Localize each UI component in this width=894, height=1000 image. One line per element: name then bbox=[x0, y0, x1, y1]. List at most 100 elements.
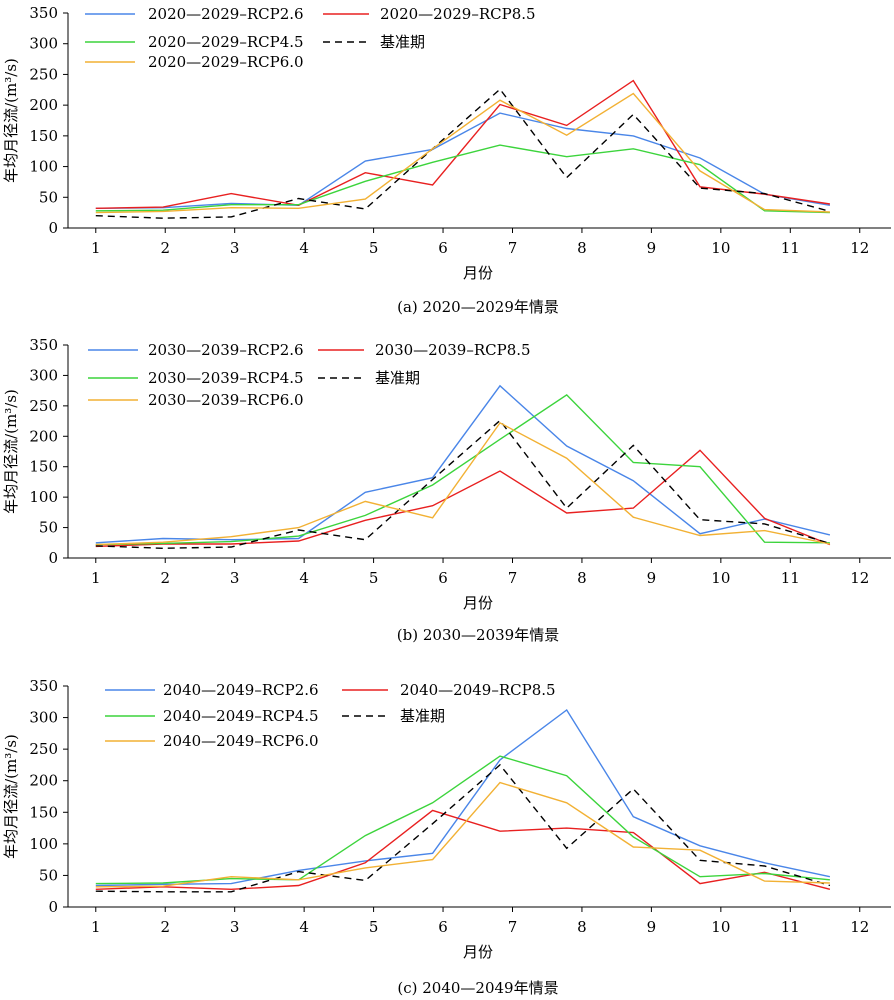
x-tick-label: 11 bbox=[781, 918, 800, 936]
x-tick-label: 3 bbox=[230, 569, 240, 587]
x-tick-label: 6 bbox=[438, 918, 448, 936]
x-tick-label: 9 bbox=[647, 239, 657, 257]
series-line-4 bbox=[95, 419, 831, 550]
legend-label: 2040—2049–RCP2.6 bbox=[163, 681, 319, 699]
y-tick-label: 200 bbox=[29, 772, 58, 790]
x-tick-label: 7 bbox=[508, 918, 518, 936]
x-tick-label: 9 bbox=[647, 918, 657, 936]
x-tick-label: 3 bbox=[230, 918, 240, 936]
x-tick-label: 6 bbox=[438, 239, 448, 257]
x-axis-label: 月份 bbox=[463, 594, 493, 612]
y-tick-label: 100 bbox=[29, 488, 58, 506]
x-tick-label: 8 bbox=[577, 918, 587, 936]
y-tick-label: 300 bbox=[29, 366, 58, 384]
series-line-5 bbox=[95, 92, 830, 214]
x-tick-label: 12 bbox=[850, 569, 869, 587]
series-line-5 bbox=[95, 781, 830, 888]
y-tick-label: 50 bbox=[39, 188, 58, 206]
y-tick-label: 50 bbox=[39, 866, 58, 884]
y-tick-label: 250 bbox=[29, 740, 58, 758]
x-tick-label: 9 bbox=[647, 569, 657, 587]
x-tick-label: 2 bbox=[160, 569, 170, 587]
x-axis-label: 月份 bbox=[463, 264, 493, 282]
series-line-1 bbox=[95, 112, 831, 209]
x-tick-label: 7 bbox=[508, 569, 518, 587]
x-tick-label: 12 bbox=[850, 918, 869, 936]
series-line-1 bbox=[95, 384, 831, 544]
x-axis-label: 月份 bbox=[463, 943, 493, 961]
legend: 2020—2029–RCP2.6 2020—2029–RCP8.5 2020—202… bbox=[85, 5, 536, 71]
x-tick-label: 1 bbox=[91, 239, 101, 257]
series-line-2 bbox=[95, 79, 831, 209]
y-tick-label: 0 bbox=[48, 898, 58, 916]
legend-label: 2040—2049–RCP8.5 bbox=[400, 681, 556, 699]
legend-label: 2020—2029–RCP2.6 bbox=[148, 5, 304, 23]
x-tick-label: 8 bbox=[577, 239, 587, 257]
y-tick-label: 350 bbox=[29, 4, 58, 22]
legend-label: 2030—2039–RCP2.6 bbox=[148, 341, 304, 359]
legend: 2040—2049–RCP2.6 2040—2049–RCP8.5 2040—204… bbox=[105, 681, 556, 750]
y-tick-label: 0 bbox=[48, 549, 58, 567]
y-tick-label: 100 bbox=[29, 158, 58, 176]
y-axis-label: 年均月径流/(m³/s) bbox=[2, 389, 20, 514]
x-tick-label: 10 bbox=[711, 239, 730, 257]
y-tick-label: 300 bbox=[29, 709, 58, 727]
y-tick-label: 150 bbox=[29, 803, 58, 821]
y-tick-label: 0 bbox=[48, 219, 58, 237]
y-axis-label: 年均月径流/(m³/s) bbox=[2, 58, 20, 183]
legend-label: 2020—2029–RCP8.5 bbox=[380, 5, 536, 23]
x-tick-label: 5 bbox=[369, 239, 379, 257]
x-tick-label: 11 bbox=[781, 239, 800, 257]
legend-label: 2020—2029–RCP4.5 bbox=[148, 33, 304, 51]
series-line-1 bbox=[95, 708, 831, 887]
y-tick-label: 100 bbox=[29, 835, 58, 853]
x-tick-label: 5 bbox=[369, 569, 379, 587]
series-line-2 bbox=[95, 809, 831, 891]
series-line-4 bbox=[95, 763, 831, 893]
x-tick-label: 4 bbox=[299, 569, 309, 587]
y-tick-label: 250 bbox=[29, 397, 58, 415]
x-tick-label: 4 bbox=[299, 239, 309, 257]
x-tick-label: 1 bbox=[91, 918, 101, 936]
y-tick-label: 350 bbox=[29, 677, 58, 695]
series-line-2 bbox=[95, 449, 831, 548]
x-tick-label: 2 bbox=[160, 239, 170, 257]
legend-label: 2030—2039–RCP6.0 bbox=[148, 391, 304, 409]
x-tick-label: 5 bbox=[369, 918, 379, 936]
x-tick-label: 8 bbox=[577, 569, 587, 587]
x-tick-label: 7 bbox=[508, 239, 518, 257]
legend-label: 2030—2039–RCP4.5 bbox=[148, 369, 304, 387]
y-tick-label: 350 bbox=[29, 336, 58, 354]
series-line-5 bbox=[95, 421, 831, 546]
legend-label: 2030—2039–RCP8.5 bbox=[375, 341, 531, 359]
legend: 2030—2039–RCP2.6 2030—2039–RCP8.5 2030—203… bbox=[88, 341, 531, 409]
legend-label: 基准期 bbox=[400, 707, 445, 725]
series-line-3 bbox=[95, 755, 830, 885]
y-tick-label: 300 bbox=[29, 35, 58, 53]
x-tick-label: 12 bbox=[850, 239, 869, 257]
series-line-4 bbox=[95, 88, 831, 219]
y-tick-label: 150 bbox=[29, 127, 58, 145]
legend-label: 基准期 bbox=[380, 33, 425, 51]
legend-label: 2040—2049–RCP6.0 bbox=[163, 732, 319, 750]
x-tick-label: 10 bbox=[711, 918, 730, 936]
y-tick-label: 50 bbox=[39, 519, 58, 537]
x-tick-label: 4 bbox=[299, 918, 309, 936]
y-axis-label: 年均月径流/(m³/s) bbox=[2, 734, 20, 859]
chart-caption: (a) 2020—2029年情景 bbox=[397, 298, 559, 316]
legend-label: 2040—2049–RCP4.5 bbox=[163, 707, 319, 725]
x-tick-label: 11 bbox=[781, 569, 800, 587]
chart-caption: (b) 2030—2039年情景 bbox=[397, 626, 559, 644]
series-line-3 bbox=[95, 393, 830, 546]
legend-label: 基准期 bbox=[375, 369, 420, 387]
x-tick-label: 3 bbox=[230, 239, 240, 257]
x-tick-label: 6 bbox=[438, 569, 448, 587]
chart-caption: (c) 2040—2049年情景 bbox=[397, 979, 558, 997]
x-tick-label: 10 bbox=[711, 569, 730, 587]
series-line-3 bbox=[95, 144, 830, 214]
legend-label: 2020—2029–RCP6.0 bbox=[148, 53, 304, 71]
